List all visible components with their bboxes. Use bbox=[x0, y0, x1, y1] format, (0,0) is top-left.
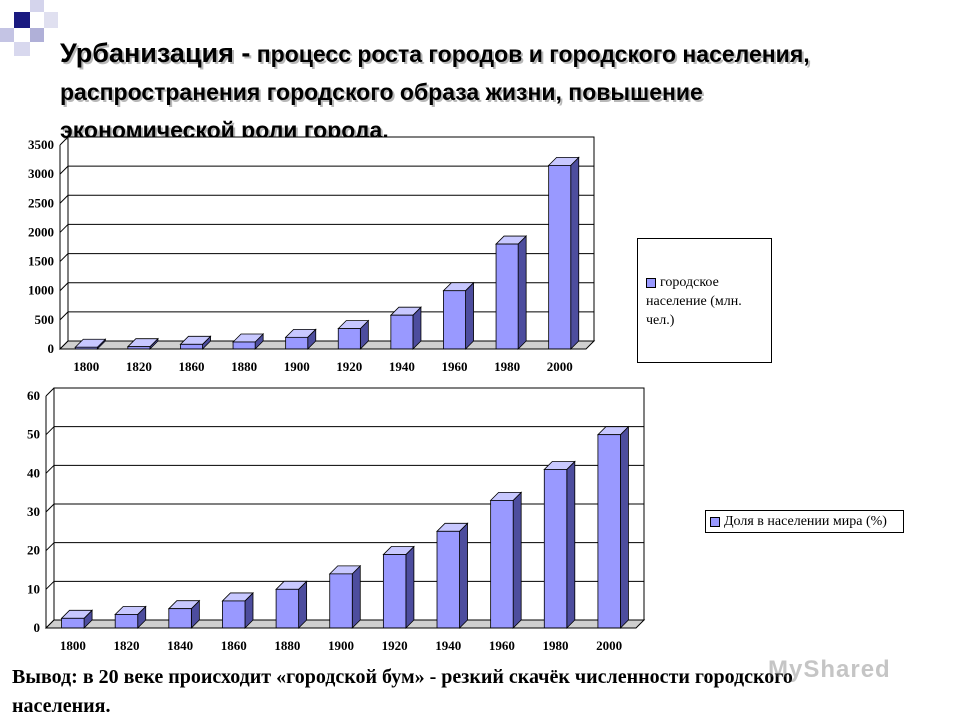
bar-side bbox=[620, 425, 629, 629]
y-tick-label: 2000 bbox=[28, 224, 54, 239]
bar bbox=[222, 600, 246, 629]
gridline-depth bbox=[45, 426, 55, 436]
conclusion-text: Вывод: в 20 веке происходит «городской б… bbox=[12, 666, 793, 717]
bar bbox=[180, 343, 203, 350]
gridline-depth bbox=[59, 165, 69, 175]
bar-side bbox=[517, 235, 527, 350]
gridline-depth bbox=[45, 387, 55, 397]
y-tick-label: 50 bbox=[27, 427, 40, 442]
bar-side bbox=[351, 564, 361, 629]
y-tick-label: 3000 bbox=[28, 166, 54, 181]
bar bbox=[329, 573, 353, 629]
x-tick-label: 1940 bbox=[435, 638, 461, 653]
x-tick-label: 2000 bbox=[547, 359, 573, 374]
bar bbox=[285, 336, 309, 350]
bar bbox=[543, 469, 568, 629]
x-tick-label: 1980 bbox=[543, 638, 569, 653]
gridline-depth bbox=[45, 580, 55, 590]
x-tick-label: 1960 bbox=[489, 638, 515, 653]
y-tick-label: 3500 bbox=[28, 137, 54, 152]
x-tick-label: 1880 bbox=[274, 638, 300, 653]
bar bbox=[495, 243, 519, 350]
bar bbox=[443, 290, 466, 350]
gridline-depth bbox=[59, 282, 69, 292]
x-tick-label: 1920 bbox=[382, 638, 408, 653]
watermark: MyShared bbox=[768, 656, 891, 683]
legend-label: Доля в населении мира (%) bbox=[724, 514, 887, 529]
x-tick-label: 1940 bbox=[389, 359, 415, 374]
bar-side bbox=[405, 545, 415, 629]
y-tick-label: 1000 bbox=[28, 283, 54, 298]
y-tick-label: 0 bbox=[48, 341, 55, 356]
x-tick-label: 1800 bbox=[60, 638, 86, 653]
gridline-depth bbox=[45, 542, 55, 552]
x-tick-label: 1900 bbox=[328, 638, 354, 653]
bar bbox=[490, 499, 514, 629]
x-tick-label: 2000 bbox=[596, 638, 622, 653]
bar-side bbox=[512, 491, 522, 629]
legend-urban-population: городское население (млн. чел.) bbox=[637, 238, 772, 363]
x-tick-label: 1820 bbox=[113, 638, 139, 653]
bar bbox=[382, 554, 407, 629]
y-tick-label: 30 bbox=[27, 504, 40, 519]
gridline-depth bbox=[45, 464, 55, 474]
title-term: Урбанизация - bbox=[60, 38, 251, 68]
x-tick-label: 1860 bbox=[221, 638, 247, 653]
bar-side bbox=[459, 522, 468, 629]
x-tick-label: 1880 bbox=[231, 359, 257, 374]
gridline-depth bbox=[59, 194, 69, 204]
y-tick-label: 0 bbox=[34, 620, 41, 635]
bar bbox=[275, 588, 300, 629]
bar bbox=[61, 617, 85, 629]
legend-world-share: Доля в населении мира (%) bbox=[705, 510, 904, 533]
gridline-depth bbox=[45, 503, 55, 513]
bar bbox=[114, 614, 139, 629]
legend-swatch bbox=[646, 277, 656, 288]
bar bbox=[548, 164, 572, 350]
gridline-depth bbox=[59, 136, 69, 146]
x-tick-label: 1960 bbox=[442, 359, 468, 374]
y-tick-label: 1500 bbox=[28, 254, 54, 269]
x-tick-label: 1800 bbox=[73, 359, 99, 374]
y-tick-label: 10 bbox=[27, 581, 40, 596]
y-tick-label: 60 bbox=[27, 388, 40, 403]
x-tick-label: 1820 bbox=[126, 359, 152, 374]
x-tick-label: 1900 bbox=[284, 359, 310, 374]
bar-side bbox=[570, 156, 580, 350]
legend-swatch bbox=[710, 516, 720, 527]
x-tick-label: 1840 bbox=[167, 638, 193, 653]
x-tick-label: 1920 bbox=[336, 359, 362, 374]
corner-decoration bbox=[0, 0, 58, 56]
bar-side bbox=[566, 460, 576, 629]
gridline-depth bbox=[59, 253, 69, 262]
bar bbox=[337, 328, 361, 350]
x-tick-label: 1980 bbox=[494, 359, 520, 374]
bar bbox=[232, 341, 256, 350]
x-tick-label: 1860 bbox=[179, 359, 205, 374]
legend-label: городское население (млн. чел.) bbox=[646, 275, 742, 328]
y-tick-label: 20 bbox=[27, 543, 40, 558]
y-tick-label: 2500 bbox=[28, 195, 54, 210]
bar bbox=[168, 608, 192, 629]
bar bbox=[597, 434, 621, 629]
bar bbox=[390, 314, 414, 350]
y-tick-label: 40 bbox=[27, 465, 40, 480]
gridline-depth bbox=[59, 311, 69, 321]
y-tick-label: 500 bbox=[35, 312, 55, 327]
bar-side bbox=[465, 281, 474, 350]
gridline-depth bbox=[59, 224, 69, 233]
bar bbox=[436, 530, 460, 629]
